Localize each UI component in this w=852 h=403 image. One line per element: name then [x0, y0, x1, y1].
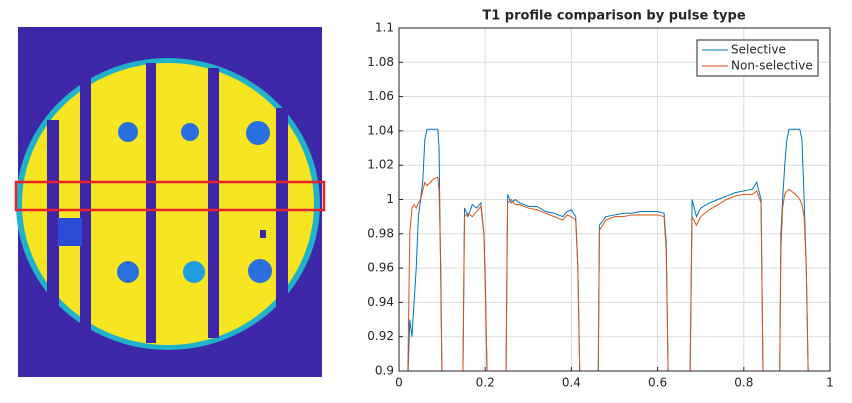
x-tick-label: 0.2 [476, 376, 495, 390]
y-tick-label: 1.02 [367, 158, 394, 172]
legend-label: Non-selective [731, 59, 813, 73]
series-line [407, 176, 809, 371]
phantom-rods [47, 63, 288, 343]
x-tick-label: 1 [826, 376, 834, 390]
y-tick-label: 1.08 [367, 55, 394, 69]
y-tick-label: 0.92 [367, 329, 394, 343]
y-tick-label: 0.9 [375, 364, 394, 378]
y-tick-label: 1.1 [375, 21, 394, 35]
y-tick-label: 0.96 [367, 261, 394, 275]
lines [407, 128, 809, 371]
legend: Selective Non-selective [696, 39, 819, 77]
x-tick-label: 0.4 [562, 376, 581, 390]
y-tick-label: 0.94 [367, 295, 394, 309]
t1-map [14, 27, 326, 377]
legend-box [696, 39, 819, 77]
axes-box [398, 27, 831, 372]
x-tick-label: 0.8 [734, 376, 753, 390]
profile-roi [14, 180, 326, 212]
y-tick-label: 1 [386, 192, 394, 206]
phantom-vials [117, 121, 272, 283]
chart-title: T1 profile comparison by pulse type [482, 9, 745, 24]
y-tick-label: 1.04 [367, 123, 394, 137]
phantom-body [22, 63, 314, 345]
y-tick-label: 0.98 [367, 226, 394, 240]
legend-label: Selective [731, 43, 786, 57]
x-tick-label: 0.6 [648, 376, 667, 390]
x-tick-label: 0 [395, 376, 403, 390]
y-tick-label: 1.06 [367, 89, 394, 103]
